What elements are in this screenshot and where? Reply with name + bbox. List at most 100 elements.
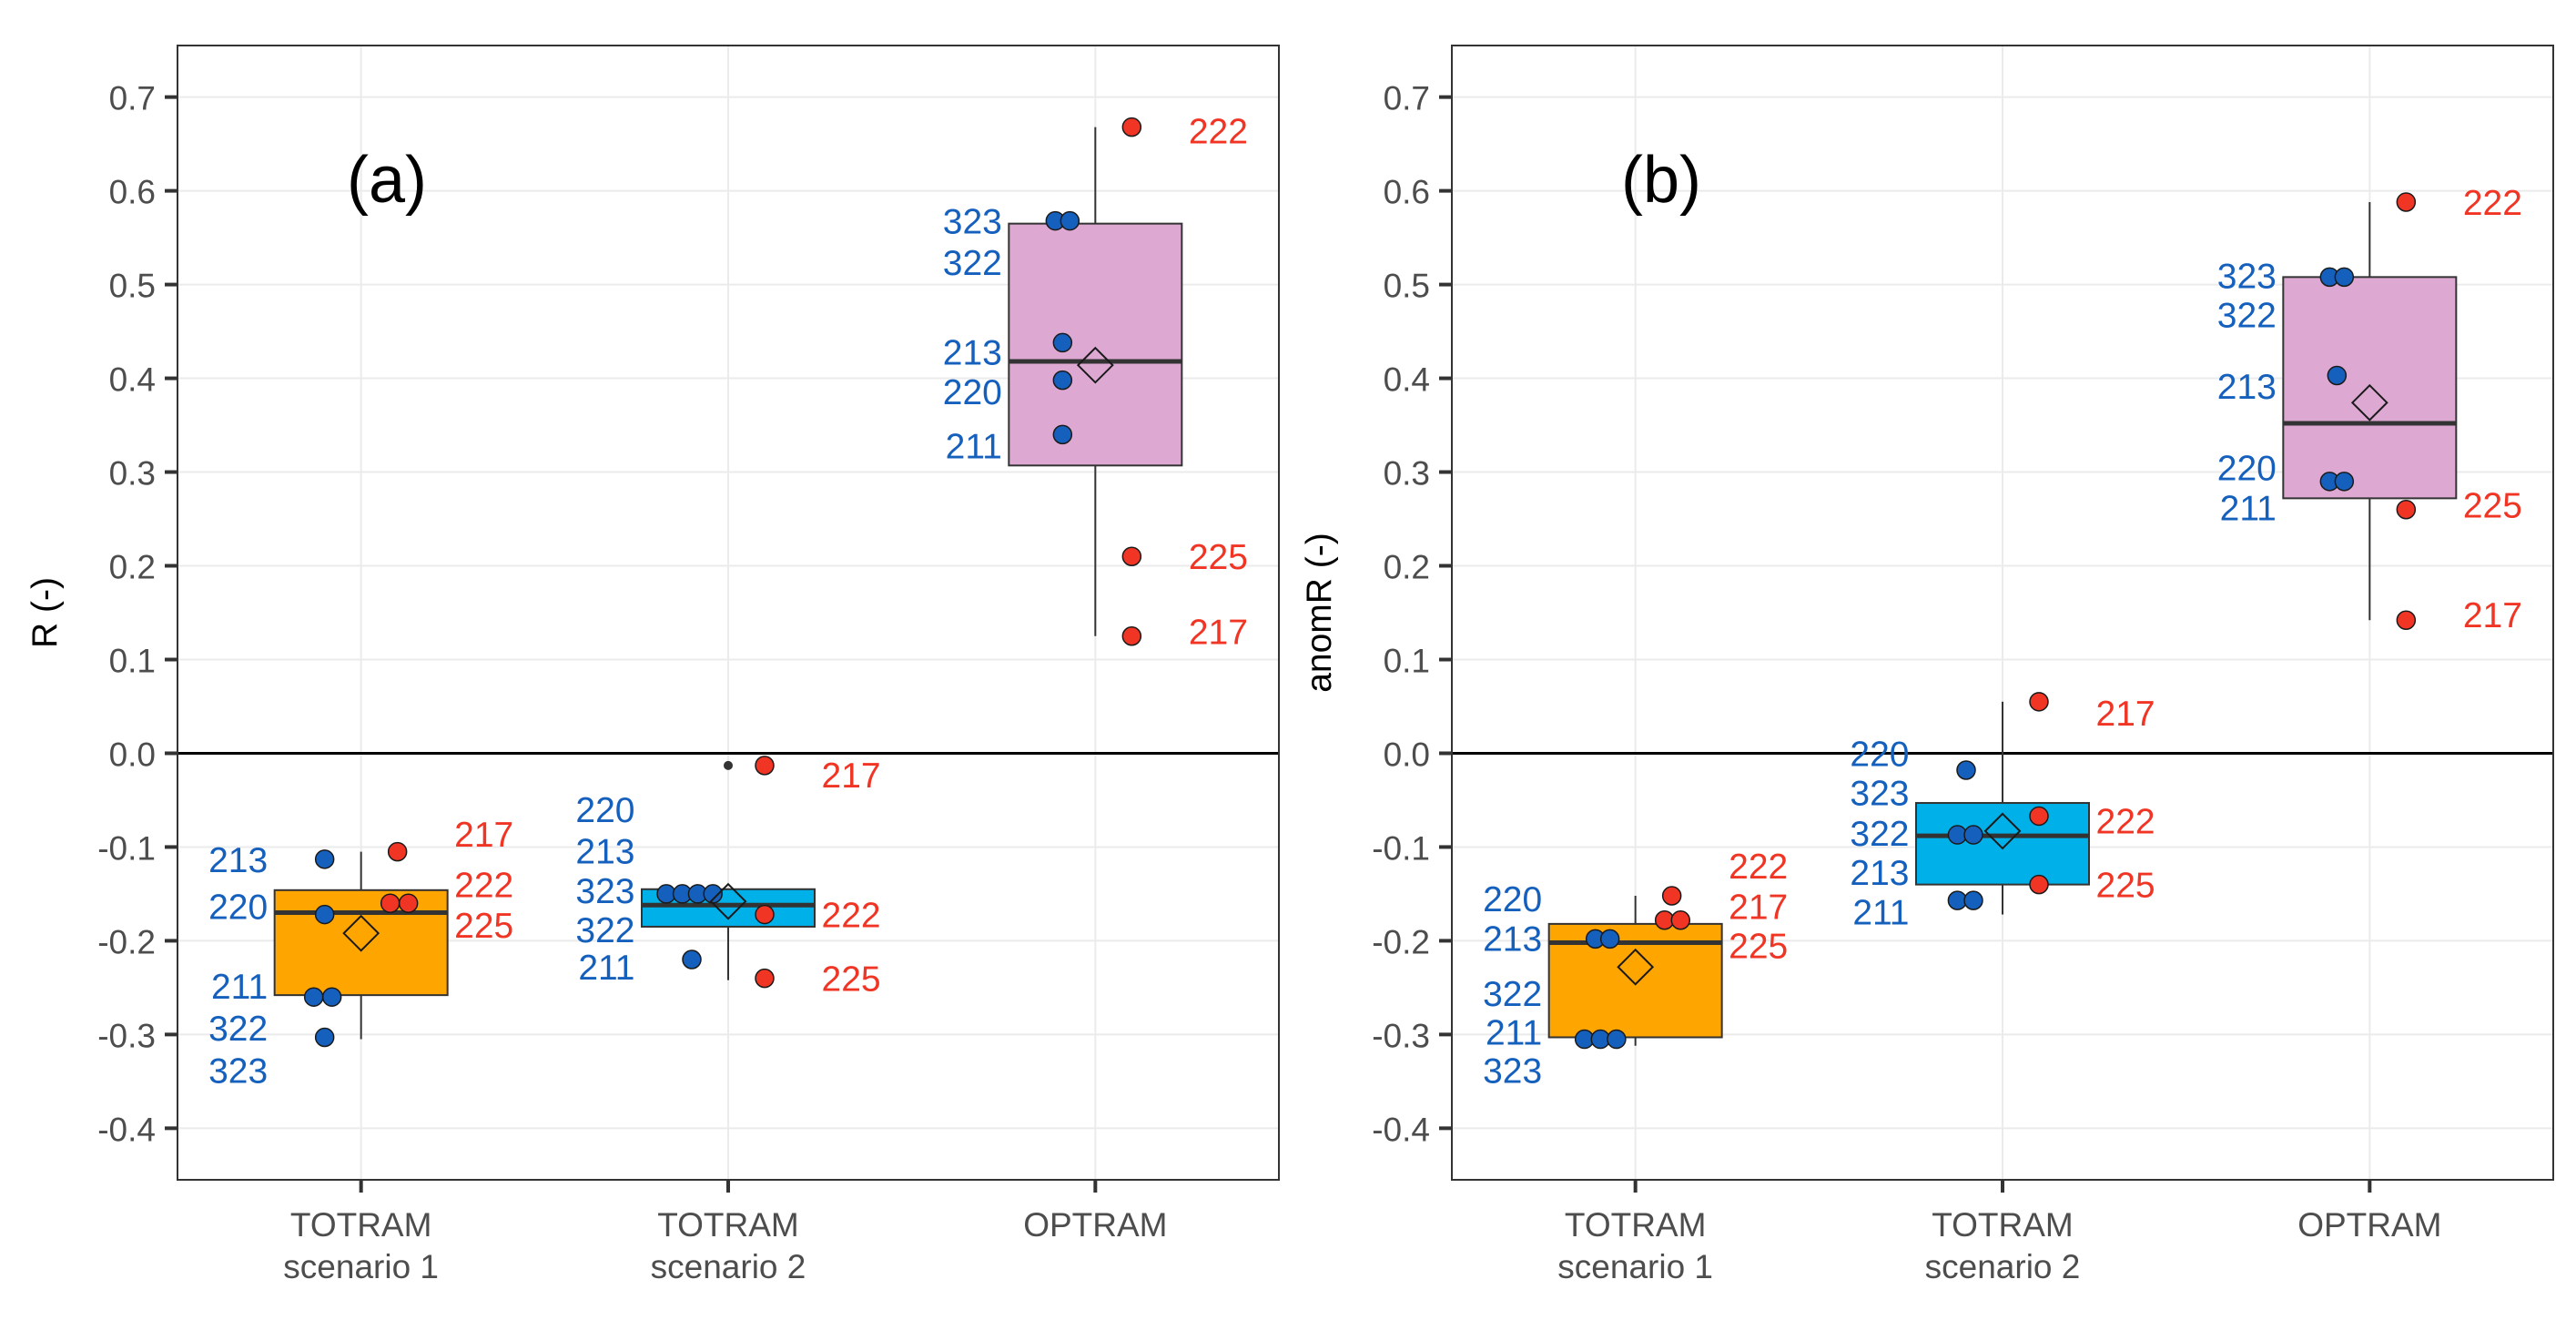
panel-a-point-2-7	[1121, 625, 1142, 646]
panel-b-point-label-1-1: 323	[1850, 775, 1909, 814]
panel-a-outlier-1-0	[724, 760, 733, 770]
panel-b-point-2-7	[2396, 610, 2417, 630]
panel-a-mean-marker-2	[1076, 346, 1114, 384]
panel-b-y-tick-label-9: -0.2	[1372, 923, 1430, 960]
panel-b-point-2-2	[2327, 365, 2348, 386]
panel-a-point-0-0	[314, 849, 335, 869]
panel-a-point-label-1-1: 213	[575, 833, 634, 872]
panel-b-y-tick-label-1: 0.6	[1384, 174, 1430, 211]
panel-a-point-label-1-0: 220	[575, 791, 634, 830]
panel-b-point-label-0-3: 211	[1486, 1013, 1542, 1052]
panel-b-point-label-2-0: 323	[2217, 257, 2277, 296]
panel-b-y-axis-title: anomR (-)	[1300, 533, 1339, 693]
panel-a-point-1-6	[755, 904, 775, 925]
panel-b-point-label-1-3: 213	[1850, 854, 1909, 893]
panel-b-y-tick-label-6: 0.1	[1384, 642, 1430, 679]
panel-a-point-label-1-4: 211	[578, 949, 634, 988]
panel-a-point-label-2-4: 211	[946, 428, 1002, 467]
panel-a-point-label-1-7: 225	[822, 960, 881, 1000]
panel-b-box-body-2	[2282, 276, 2458, 500]
panel-a-point-label-0-7: 225	[454, 907, 513, 946]
panel-b-y-tick-label-10: -0.3	[1372, 1017, 1430, 1054]
panel-b-point-0-5	[1661, 886, 1682, 906]
panel-a-point-label-1-6: 222	[822, 897, 881, 936]
panel-a-point-label-0-3: 322	[208, 1010, 268, 1049]
panel-b-point-label-0-0: 220	[1483, 880, 1542, 919]
panel-b-point-label-0-5: 222	[1729, 848, 1788, 887]
panel-b-x-tick-sublabel-0: scenario 1	[1557, 1248, 1713, 1285]
panel-a-point-0-5	[387, 841, 408, 862]
panel-a-label: (a)	[347, 144, 427, 217]
panel-b-point-2-5	[2396, 192, 2417, 212]
panel-a-x-tick-sublabel-0: scenario 1	[283, 1248, 439, 1285]
panel-b-boxes	[1547, 201, 2458, 1046]
panel-a-y-tick-label-10: -0.3	[97, 1017, 156, 1054]
panel-b-point-label-2-6: 225	[2463, 487, 2522, 526]
panel-a-point-0-6	[380, 893, 401, 913]
panel-b-point-1-2	[1963, 825, 1983, 845]
panel-b-point-label-0-2: 322	[1483, 975, 1542, 1014]
panel-a-point-label-0-1: 220	[208, 888, 268, 927]
panel-b-point-label-1-7: 225	[2096, 867, 2155, 906]
panel-a-point-0-1	[314, 904, 335, 925]
panel-a-mean-marker-0	[342, 914, 380, 952]
panel-b-point-label-2-4: 211	[2220, 490, 2277, 529]
panel-a-x-tick-label-1: TOTRAM	[657, 1206, 799, 1244]
panel-a-point-label-0-6: 222	[454, 867, 513, 906]
panel-a-y-tick-label-4: 0.3	[109, 455, 156, 492]
panel-a-points	[303, 117, 1142, 1048]
panel-a-y-tick-label-0: 0.7	[109, 80, 156, 117]
panel-b-point-0-4	[1607, 1029, 1627, 1050]
panel-b-point-2-1	[2334, 267, 2355, 288]
panel-a-point-0-7	[398, 893, 419, 913]
panel-a-point-0-3	[321, 987, 342, 1007]
panel-a-point-label-2-3: 220	[943, 373, 1002, 412]
panel-a-point-labels: 2132202113223232172222252202133233222112…	[208, 113, 1248, 1092]
panel-a-y-tick-label-1: 0.6	[109, 174, 156, 211]
panel-b-point-label-2-2: 213	[2217, 368, 2277, 407]
panel-b-point-1-5	[2029, 692, 2049, 712]
panel-a-point-0-2	[303, 987, 324, 1007]
panel-b-mean-marker-2	[2350, 383, 2388, 421]
panel-a-y-tick-label-11: -0.4	[97, 1111, 156, 1148]
panel-b-label: (b)	[1621, 144, 1701, 217]
panel-a-box-body-0	[273, 888, 449, 997]
panel-a-y-tick-label-7: 0.0	[109, 736, 156, 773]
panel-a-point-2-6	[1121, 546, 1142, 566]
panel-a-y-tick-label-8: -0.1	[97, 829, 156, 867]
panel-a-point-label-1-3: 322	[575, 911, 634, 950]
panel-a-point-label-2-2: 213	[943, 334, 1002, 373]
panel-b-box-0	[1547, 895, 1723, 1046]
panel-a: 2132202113223232172222252202133233222112…	[25, 45, 1280, 1285]
panel-a-point-1-5	[755, 756, 775, 776]
panel-a-point-2-4	[1052, 424, 1073, 445]
panel-a-y-tick-label-6: 0.1	[109, 642, 156, 679]
panel-b-mean-marker-1	[1983, 812, 2022, 850]
panel-b-box-body-1	[1915, 802, 2090, 886]
panel-b-point-label-0-7: 225	[1729, 928, 1788, 967]
panel-b-x-tick-label-1: TOTRAM	[1932, 1206, 2074, 1244]
panel-a-point-label-0-0: 213	[208, 841, 268, 880]
panel-a-point-label-0-5: 217	[454, 816, 513, 855]
panel-a-point-label-0-2: 211	[211, 968, 268, 1007]
panel-b-point-1-7	[2029, 874, 2049, 895]
panel-b-y-tick-label-5: 0.2	[1384, 549, 1430, 586]
panel-a-x-tick-sublabel-1: scenario 2	[651, 1248, 806, 1285]
panel-a-mean-marker-1	[709, 882, 747, 920]
panel-a-point-2-1	[1060, 210, 1080, 231]
panel-a-point-1-4	[682, 949, 702, 970]
panel-b-point-1-4	[1963, 890, 1983, 910]
panel-b-point-label-1-6: 222	[2096, 803, 2155, 842]
panel-a-box-0	[273, 851, 449, 1040]
panel-b-point-label-1-5: 217	[2096, 695, 2155, 734]
panel-b-point-label-2-5: 222	[2463, 184, 2522, 223]
panel-b-x-axis: TOTRAM scenario 1 TOTRAM scenario 2 OPTRAM	[1557, 1180, 2441, 1285]
panel-b-point-label-2-3: 220	[2217, 449, 2277, 488]
panel-b-y-axis: 0.7 0.6 0.5 0.4 0.3 0.2 0.1 0.0 -0.1 -0.2 -0.3 -0.4	[1372, 80, 1452, 1148]
panel-a-y-tick-label-3: 0.4	[109, 361, 156, 399]
panel-a-box-2	[1008, 127, 1183, 636]
panel-b-points	[1574, 192, 2417, 1050]
panel-b-y-tick-label-11: -0.4	[1372, 1111, 1430, 1148]
panel-b-point-label-0-6: 217	[1729, 888, 1788, 927]
